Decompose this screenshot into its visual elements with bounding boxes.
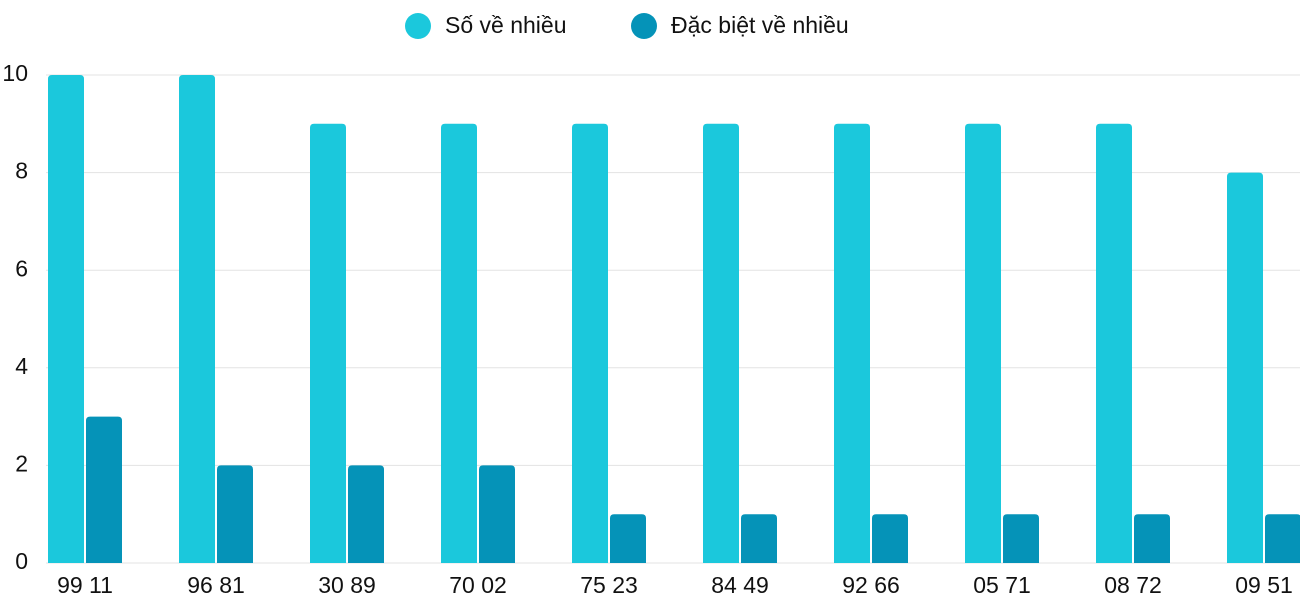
bar bbox=[441, 123, 477, 564]
bar bbox=[872, 514, 908, 563]
bar bbox=[1265, 514, 1300, 563]
bar bbox=[217, 465, 253, 563]
legend-swatch bbox=[631, 13, 657, 39]
y-tick-label: 2 bbox=[15, 450, 28, 476]
legend-swatch bbox=[405, 13, 431, 39]
x-tick-label: 96 81 bbox=[187, 572, 245, 598]
x-tick-label: 05 71 bbox=[973, 572, 1031, 598]
x-tick-label: 75 23 bbox=[580, 572, 638, 598]
bar bbox=[741, 514, 777, 563]
bar bbox=[610, 514, 646, 563]
bar bbox=[1096, 123, 1132, 564]
x-tick-label: 92 66 bbox=[842, 572, 900, 598]
y-tick-label: 10 bbox=[2, 60, 28, 86]
legend-label: Số về nhiều bbox=[445, 12, 566, 38]
bar bbox=[1227, 172, 1263, 563]
x-tick-label: 08 72 bbox=[1104, 572, 1162, 598]
x-tick-label: 09 51 bbox=[1235, 572, 1293, 598]
bar bbox=[348, 465, 384, 563]
bar bbox=[86, 416, 122, 563]
bar bbox=[834, 123, 870, 564]
y-tick-label: 6 bbox=[15, 255, 28, 281]
legend-label: Đặc biệt về nhiều bbox=[671, 12, 849, 38]
bar bbox=[965, 123, 1001, 564]
y-tick-label: 0 bbox=[15, 548, 28, 574]
bar bbox=[310, 123, 346, 564]
bar bbox=[179, 75, 215, 563]
bar bbox=[1003, 514, 1039, 563]
y-tick-label: 8 bbox=[15, 158, 28, 184]
bar bbox=[479, 465, 515, 563]
x-tick-label: 84 49 bbox=[711, 572, 769, 598]
x-tick-label: 99 11 bbox=[57, 572, 113, 598]
bar bbox=[1134, 514, 1170, 563]
bar bbox=[572, 123, 608, 564]
y-tick-label: 4 bbox=[15, 353, 28, 379]
bar bbox=[703, 123, 739, 564]
x-tick-label: 30 89 bbox=[318, 572, 376, 598]
bar bbox=[48, 75, 84, 563]
x-tick-label: 70 02 bbox=[449, 572, 507, 598]
